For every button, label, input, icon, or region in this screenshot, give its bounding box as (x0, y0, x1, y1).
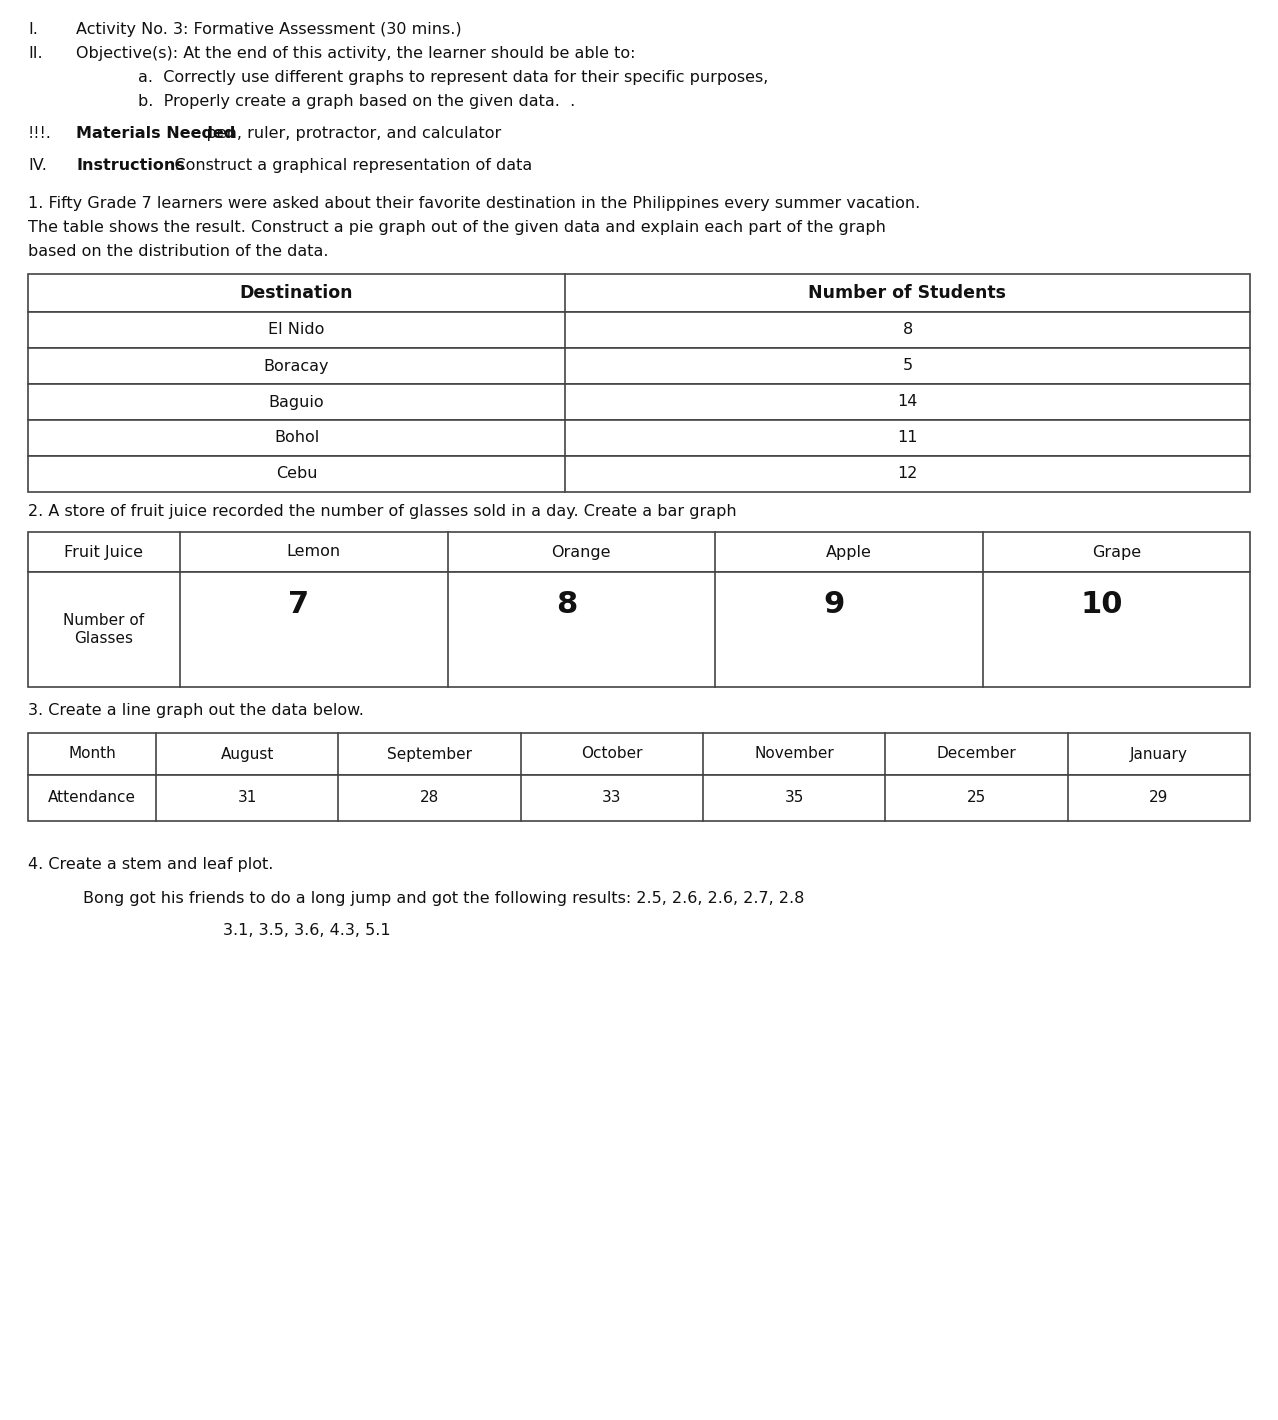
Text: Fruit Juice: Fruit Juice (64, 544, 143, 559)
Text: : Construct a graphical representation of data: : Construct a graphical representation o… (164, 158, 532, 173)
Text: 12: 12 (897, 467, 918, 481)
Text: December: December (937, 747, 1016, 761)
Bar (28, 532, 1250, 572)
Text: 9: 9 (823, 589, 845, 619)
Text: 4. Create a stem and leaf plot.: 4. Create a stem and leaf plot. (28, 858, 273, 872)
Text: Apple: Apple (826, 544, 872, 559)
Text: Orange: Orange (552, 544, 611, 559)
Bar (28, 420, 1250, 456)
Text: El Nido: El Nido (268, 322, 325, 338)
Text: based on the distribution of the data.: based on the distribution of the data. (28, 244, 328, 258)
Bar (28, 274, 1250, 312)
Text: 14: 14 (897, 395, 918, 409)
Text: : pen, ruler, protractor, and calculator: : pen, ruler, protractor, and calculator (196, 126, 501, 141)
Text: Lemon: Lemon (286, 544, 341, 559)
Text: January: January (1130, 747, 1187, 761)
Bar (28, 312, 1250, 348)
Text: The table shows the result. Construct a pie graph out of the given data and expl: The table shows the result. Construct a … (28, 220, 886, 234)
Text: !!!.: !!!. (28, 126, 52, 141)
Text: 8: 8 (556, 589, 576, 619)
Text: Attendance: Attendance (49, 791, 135, 805)
Text: 5: 5 (902, 358, 912, 373)
Bar (28, 383, 1250, 420)
Text: 31: 31 (238, 791, 257, 805)
Text: 35: 35 (785, 791, 804, 805)
Text: 28: 28 (420, 791, 440, 805)
Text: 11: 11 (897, 430, 918, 446)
Text: Number of
Glasses: Number of Glasses (64, 613, 144, 646)
Bar (28, 456, 1250, 491)
Text: Bohol: Bohol (273, 430, 320, 446)
Text: Baguio: Baguio (268, 395, 325, 409)
Text: August: August (221, 747, 273, 761)
Text: Instructions: Instructions (75, 158, 185, 173)
Text: Month: Month (68, 747, 116, 761)
Bar (28, 775, 1250, 821)
Bar (28, 572, 1250, 687)
Text: 25: 25 (967, 791, 987, 805)
Text: September: September (387, 747, 472, 761)
Bar (28, 348, 1250, 383)
Text: Objective(s): At the end of this activity, the learner should be able to:: Objective(s): At the end of this activit… (75, 45, 635, 61)
Text: 1. Fifty Grade 7 learners were asked about their favorite destination in the Phi: 1. Fifty Grade 7 learners were asked abo… (28, 196, 920, 212)
Text: October: October (581, 747, 643, 761)
Bar (28, 733, 1250, 775)
Text: Number of Students: Number of Students (809, 284, 1007, 302)
Text: Cebu: Cebu (276, 467, 317, 481)
Text: 10: 10 (1080, 589, 1122, 619)
Text: Grape: Grape (1091, 544, 1141, 559)
Text: Activity No. 3: Formative Assessment (30 mins.): Activity No. 3: Formative Assessment (30… (75, 21, 461, 37)
Text: 3.1, 3.5, 3.6, 4.3, 5.1: 3.1, 3.5, 3.6, 4.3, 5.1 (222, 923, 391, 939)
Text: Bong got his friends to do a long jump and got the following results: 2.5, 2.6, : Bong got his friends to do a long jump a… (83, 890, 804, 906)
Text: IV.: IV. (28, 158, 47, 173)
Text: II.: II. (28, 45, 42, 61)
Text: Boracay: Boracay (263, 358, 330, 373)
Text: 29: 29 (1149, 791, 1168, 805)
Text: November: November (754, 747, 835, 761)
Text: a.  Correctly use different graphs to represent data for their specific purposes: a. Correctly use different graphs to rep… (138, 70, 768, 85)
Text: 3. Create a line graph out the data below.: 3. Create a line graph out the data belo… (28, 703, 364, 719)
Text: b.  Properly create a graph based on the given data.  .: b. Properly create a graph based on the … (138, 94, 575, 109)
Text: 2. A store of fruit juice recorded the number of glasses sold in a day. Create a: 2. A store of fruit juice recorded the n… (28, 504, 736, 518)
Text: 33: 33 (602, 791, 621, 805)
Text: 8: 8 (902, 322, 912, 338)
Text: 7: 7 (288, 589, 309, 619)
Text: Materials Needed: Materials Needed (75, 126, 235, 141)
Text: Destination: Destination (240, 284, 353, 302)
Text: I.: I. (28, 21, 38, 37)
